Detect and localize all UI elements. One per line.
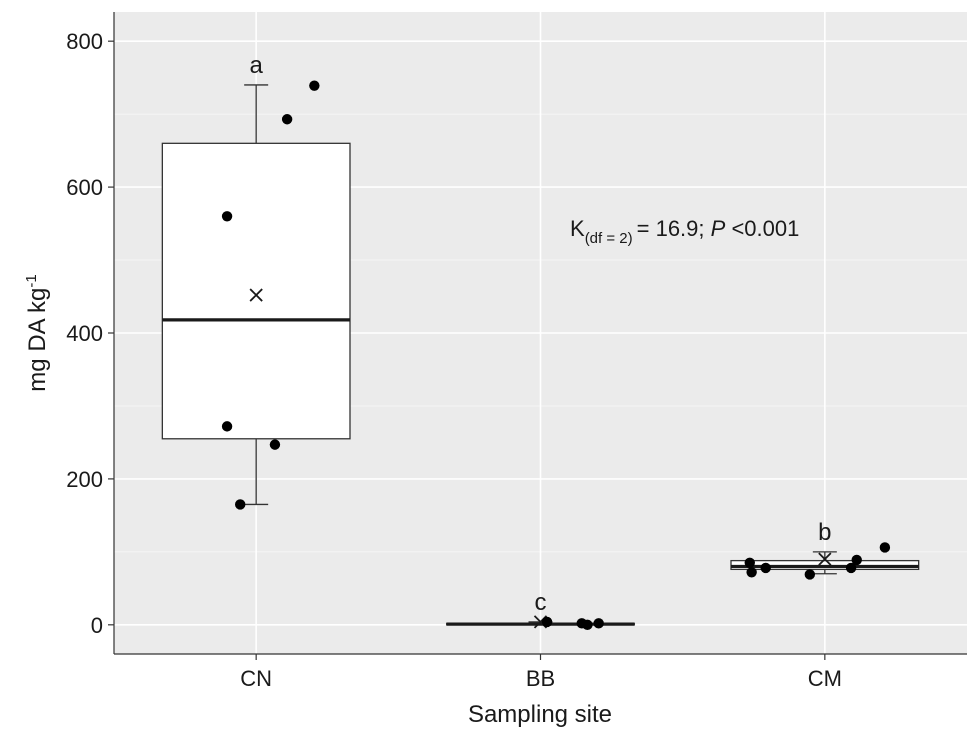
k-value: = 16.9; <box>637 216 711 241</box>
x-tick-label: BB <box>526 666 555 691</box>
data-point-bb <box>582 619 593 631</box>
box-group-cn: a <box>161 52 351 506</box>
y-axis-title-base: mg DA kg <box>24 288 51 392</box>
data-point-bb <box>541 616 553 628</box>
data-point-cn <box>281 114 293 125</box>
data-point-cm <box>760 562 771 574</box>
mean-marker <box>249 288 263 302</box>
y-axis-title-superscript: -1 <box>23 274 40 287</box>
x-axis-title: Sampling site <box>468 701 612 728</box>
y-tick-label: 200 <box>66 467 103 492</box>
data-point-bb <box>593 618 604 629</box>
kruskal-wallis-annotation: K(df = 2) = 16.9; P <0.001 <box>570 216 799 247</box>
significance-letter: b <box>818 519 831 546</box>
mean-marker-stroke <box>818 552 832 566</box>
data-point-cn <box>309 80 320 91</box>
significance-letter: a <box>249 52 263 79</box>
y-axis: 0 200 400 600 800 <box>66 12 115 654</box>
y-tick-label: 0 <box>91 613 103 638</box>
k-subscript: (df = 2) <box>585 230 633 247</box>
y-axis-title: mg DA kg-1 <box>23 274 51 391</box>
data-point-cm <box>746 567 757 578</box>
mean-marker <box>818 552 832 566</box>
iqr-box <box>161 142 351 440</box>
data-point-cn <box>269 439 281 450</box>
y-tick-label: 600 <box>66 175 103 200</box>
x-tick-label: CN <box>240 666 272 691</box>
data-point-cm <box>744 557 755 569</box>
p-value: <0.001 <box>725 216 799 241</box>
data-point-cm <box>804 569 816 580</box>
data-point-cm <box>851 554 862 566</box>
data-point-cn <box>235 499 246 510</box>
data-point-cn <box>221 211 233 222</box>
p-symbol: P <box>711 216 726 241</box>
significance-letter: c <box>535 589 547 616</box>
mean-marker-stroke <box>249 288 263 302</box>
data-points <box>221 80 891 631</box>
x-tick-label: CM <box>808 666 842 691</box>
data-point-cn <box>221 421 233 432</box>
x-axis: CN BB CM <box>114 653 967 691</box>
k-symbol: K <box>570 216 585 241</box>
y-tick-label: 800 <box>66 29 103 54</box>
data-point-cm <box>845 562 857 574</box>
box-groups: a c b <box>161 52 920 629</box>
data-point-cm <box>879 542 891 553</box>
y-tick-label: 400 <box>66 321 103 346</box>
